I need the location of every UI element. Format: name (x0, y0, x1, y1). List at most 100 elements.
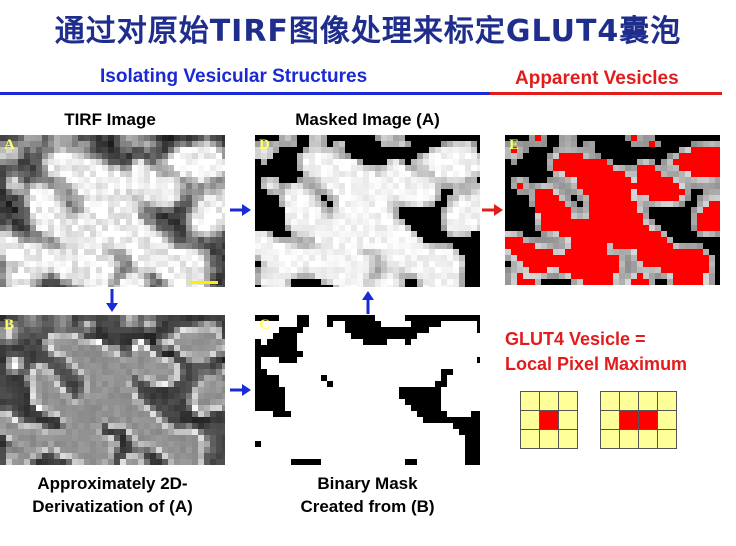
mask-pixel (309, 423, 315, 429)
mask-pixel (351, 405, 357, 411)
masked-pixel (315, 171, 321, 177)
vesicle-maximum (583, 255, 589, 261)
mask-pixel (453, 387, 459, 393)
mask-pixel (327, 429, 333, 435)
derivative-pixel (108, 417, 114, 423)
derivative-pixel (96, 375, 102, 381)
mask-pixel (369, 363, 375, 369)
derivative-pixel (60, 381, 66, 387)
mask-pixel (279, 405, 285, 411)
mask-pixel (285, 453, 291, 459)
mask-pixel (417, 321, 423, 327)
vesicle-pixel (679, 141, 685, 147)
derivative-pixel (96, 459, 102, 465)
tirf-pixel (144, 273, 150, 279)
tirf-pixel (72, 243, 78, 249)
tirf-pixel (186, 231, 192, 237)
tirf-pixel (156, 171, 162, 177)
mask-pixel (333, 423, 339, 429)
masked-pixel (423, 231, 429, 237)
tirf-pixel (192, 207, 198, 213)
tirf-pixel (48, 141, 54, 147)
derivative-pixel (48, 405, 54, 411)
derivative-pixel (222, 405, 225, 411)
vesicle-maximum (571, 219, 577, 225)
derivative-pixel (12, 351, 18, 357)
mask-pixel (255, 363, 261, 369)
masked-pixel (399, 261, 405, 267)
mask-pixel (405, 399, 411, 405)
tirf-pixel (36, 255, 42, 261)
vesicle-maximum (643, 165, 649, 171)
derivative-pixel (150, 333, 156, 339)
tirf-pixel (144, 243, 150, 249)
vesicle-pixel (613, 279, 619, 285)
masked-pixel (435, 159, 441, 165)
masked-pixel (267, 147, 273, 153)
vesicle-maximum (571, 159, 577, 165)
masked-pixel (423, 243, 429, 249)
masked-pixel (327, 165, 333, 171)
tirf-pixel (72, 279, 78, 285)
mask-pixel (327, 399, 333, 405)
mask-pixel (309, 405, 315, 411)
masked-pixel (267, 243, 273, 249)
derivative-pixel (48, 393, 54, 399)
masked-pixel (399, 267, 405, 273)
derivative-pixel (54, 381, 60, 387)
vesicle-maximum (523, 261, 529, 267)
mask-pixel (267, 357, 273, 363)
mask-pixel (279, 411, 285, 417)
tirf-pixel (0, 141, 6, 147)
derivative-pixel (198, 369, 204, 375)
masked-pixel (411, 135, 417, 141)
masked-pixel (291, 219, 297, 225)
masked-pixel (375, 279, 381, 285)
derivative-pixel (78, 315, 84, 321)
mask-pixel (345, 447, 351, 453)
mask-pixel (297, 369, 303, 375)
derivative-pixel (0, 357, 6, 363)
mask-pixel (375, 351, 381, 357)
tirf-pixel (24, 165, 30, 171)
masked-pixel (465, 159, 471, 165)
derivative-pixel (0, 327, 6, 333)
tirf-pixel (108, 207, 114, 213)
mask-pixel (453, 447, 459, 453)
vesicle-maximum (505, 237, 511, 243)
vesicle-pixel (715, 249, 720, 255)
tirf-pixel (18, 201, 24, 207)
vesicle-pixel (697, 201, 703, 207)
tirf-pixel (132, 255, 138, 261)
derivative-pixel (150, 411, 156, 417)
tirf-pixel (12, 267, 18, 273)
mask-pixel (345, 339, 351, 345)
tirf-pixel (126, 165, 132, 171)
vesicle-pixel (643, 213, 649, 219)
masked-pixel (363, 219, 369, 225)
tirf-pixel (156, 237, 162, 243)
vesicle-pixel (643, 147, 649, 153)
masked-pixel (387, 261, 393, 267)
mask-pixel (465, 411, 471, 417)
masked-pixel (477, 249, 480, 255)
vesicle-maximum (643, 177, 649, 183)
tirf-pixel (186, 219, 192, 225)
derivative-pixel (210, 345, 216, 351)
vesicle-maximum (529, 249, 535, 255)
tirf-pixel (6, 159, 12, 165)
derivative-pixel (138, 369, 144, 375)
mask-pixel (303, 321, 309, 327)
derivative-pixel (114, 351, 120, 357)
derivative-pixel (186, 435, 192, 441)
masked-pixel (417, 135, 423, 141)
masked-pixel (315, 177, 321, 183)
derivative-pixel (108, 429, 114, 435)
mask-pixel (411, 375, 417, 381)
derivative-pixel (84, 351, 90, 357)
pixel-cell (658, 430, 677, 449)
masked-pixel (255, 267, 261, 273)
tirf-pixel (36, 147, 42, 153)
pixel-cell (658, 392, 677, 411)
mask-pixel (261, 351, 267, 357)
